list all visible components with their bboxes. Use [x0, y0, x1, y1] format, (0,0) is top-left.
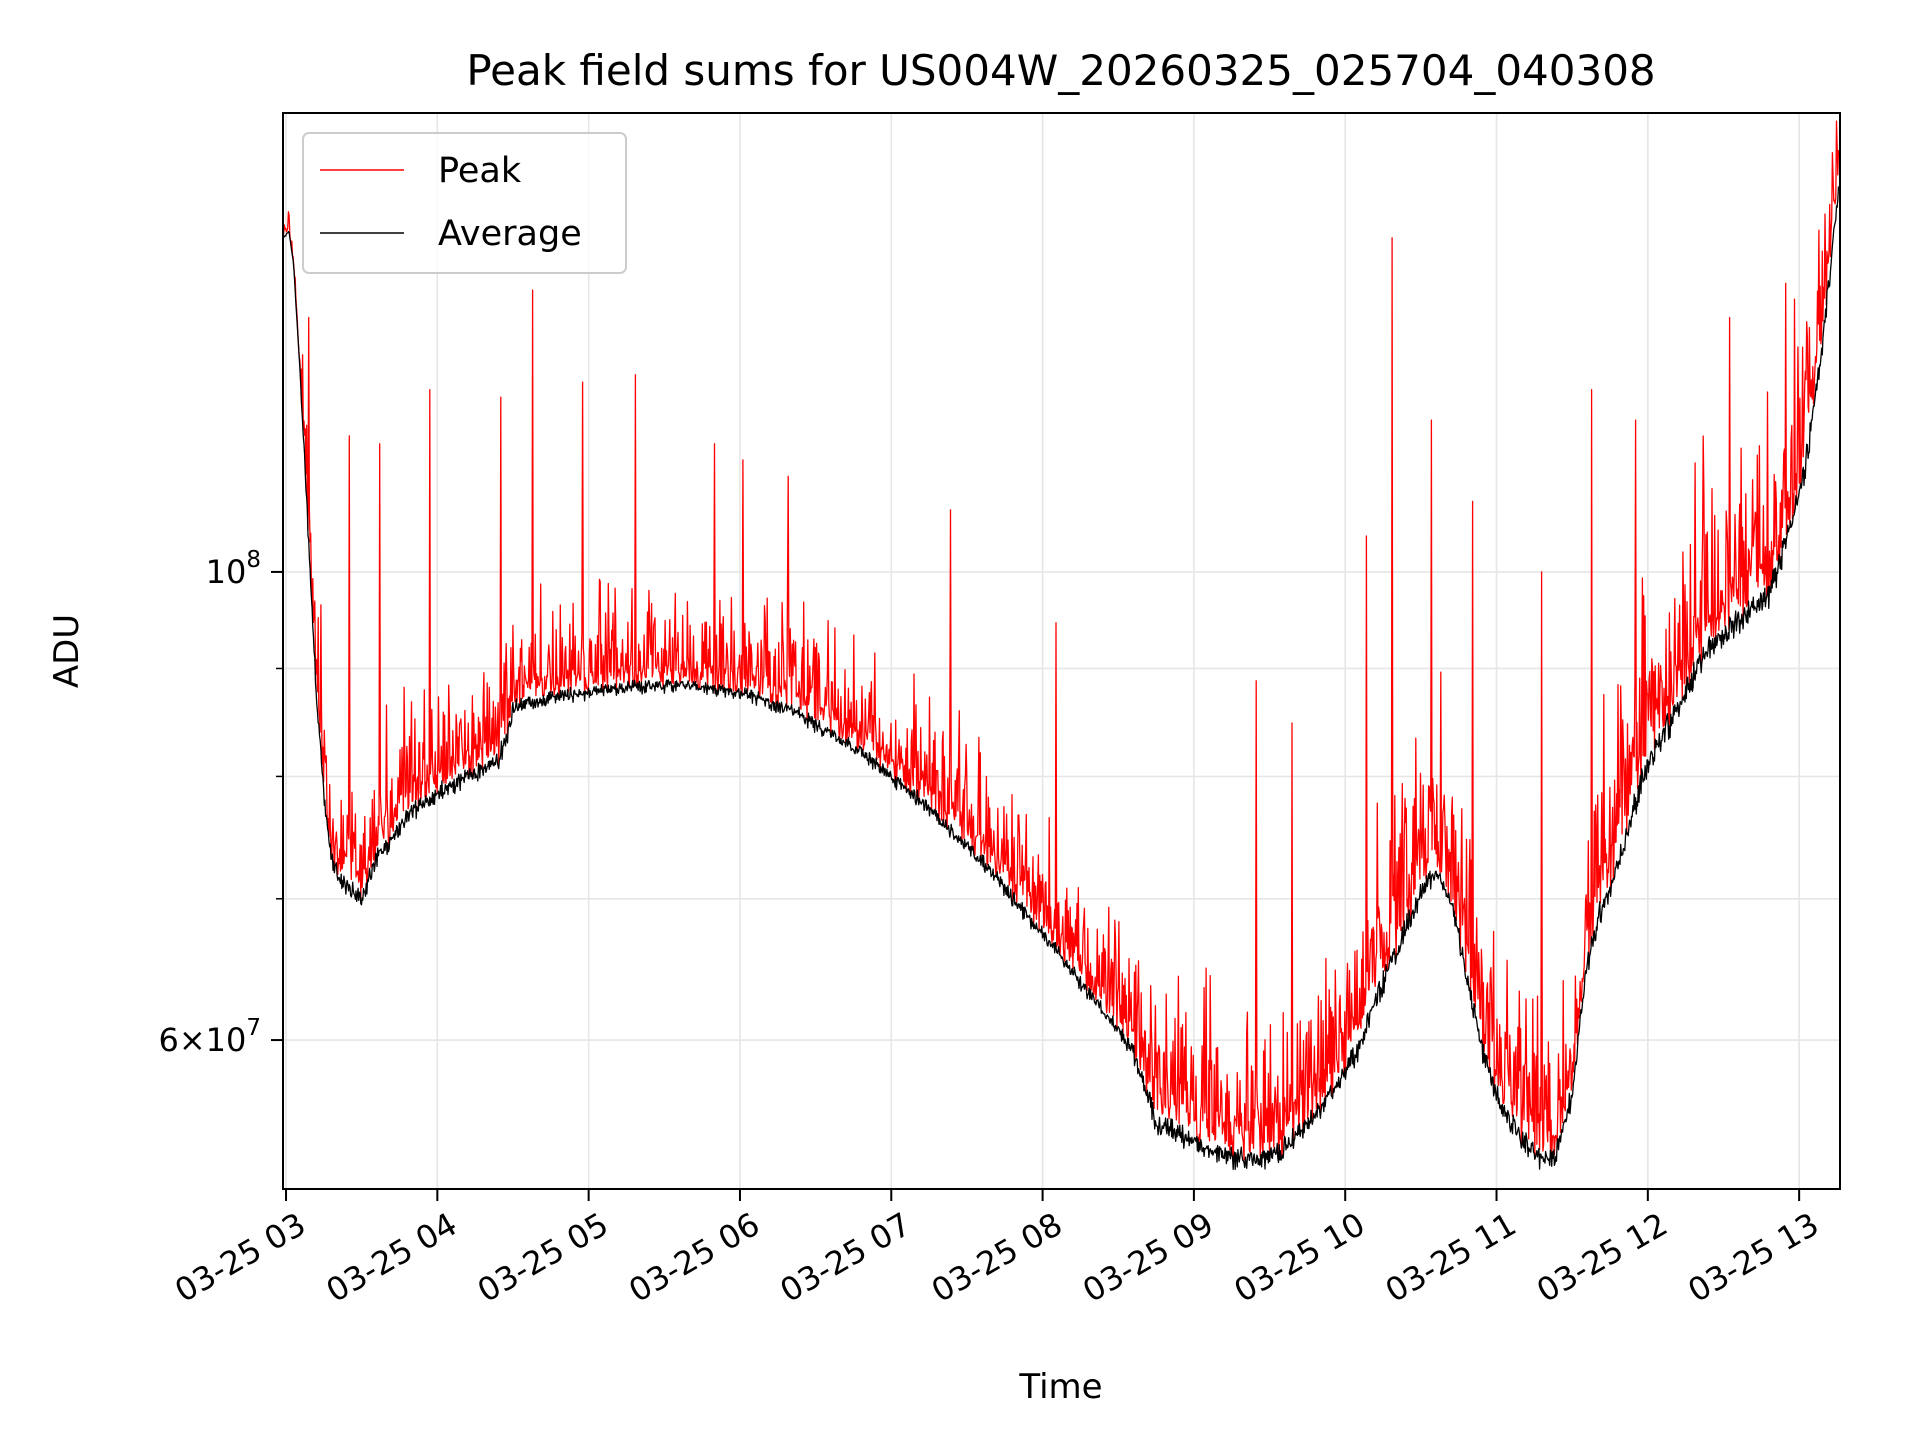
chart-title: Peak field sums for US004W_20260325_0257…: [466, 46, 1655, 95]
legend-label-peak: Peak: [438, 151, 522, 191]
legend-box: [302, 132, 627, 274]
series-layer: [282, 120, 1840, 1171]
series-line-peak: [282, 120, 1840, 1165]
series-line-average: [282, 186, 1840, 1171]
grid-layer: [283, 113, 1840, 1189]
legend-label-average: Average: [438, 214, 582, 254]
y-tick-label: 108: [206, 547, 261, 591]
legend: Peak Average: [302, 132, 627, 274]
y-tick-label: 6×107: [158, 1015, 261, 1059]
y-axis-title: ADU: [47, 614, 87, 688]
x-axis-title: Time: [1018, 1367, 1102, 1407]
plot-area-frame: [282, 112, 1841, 1190]
